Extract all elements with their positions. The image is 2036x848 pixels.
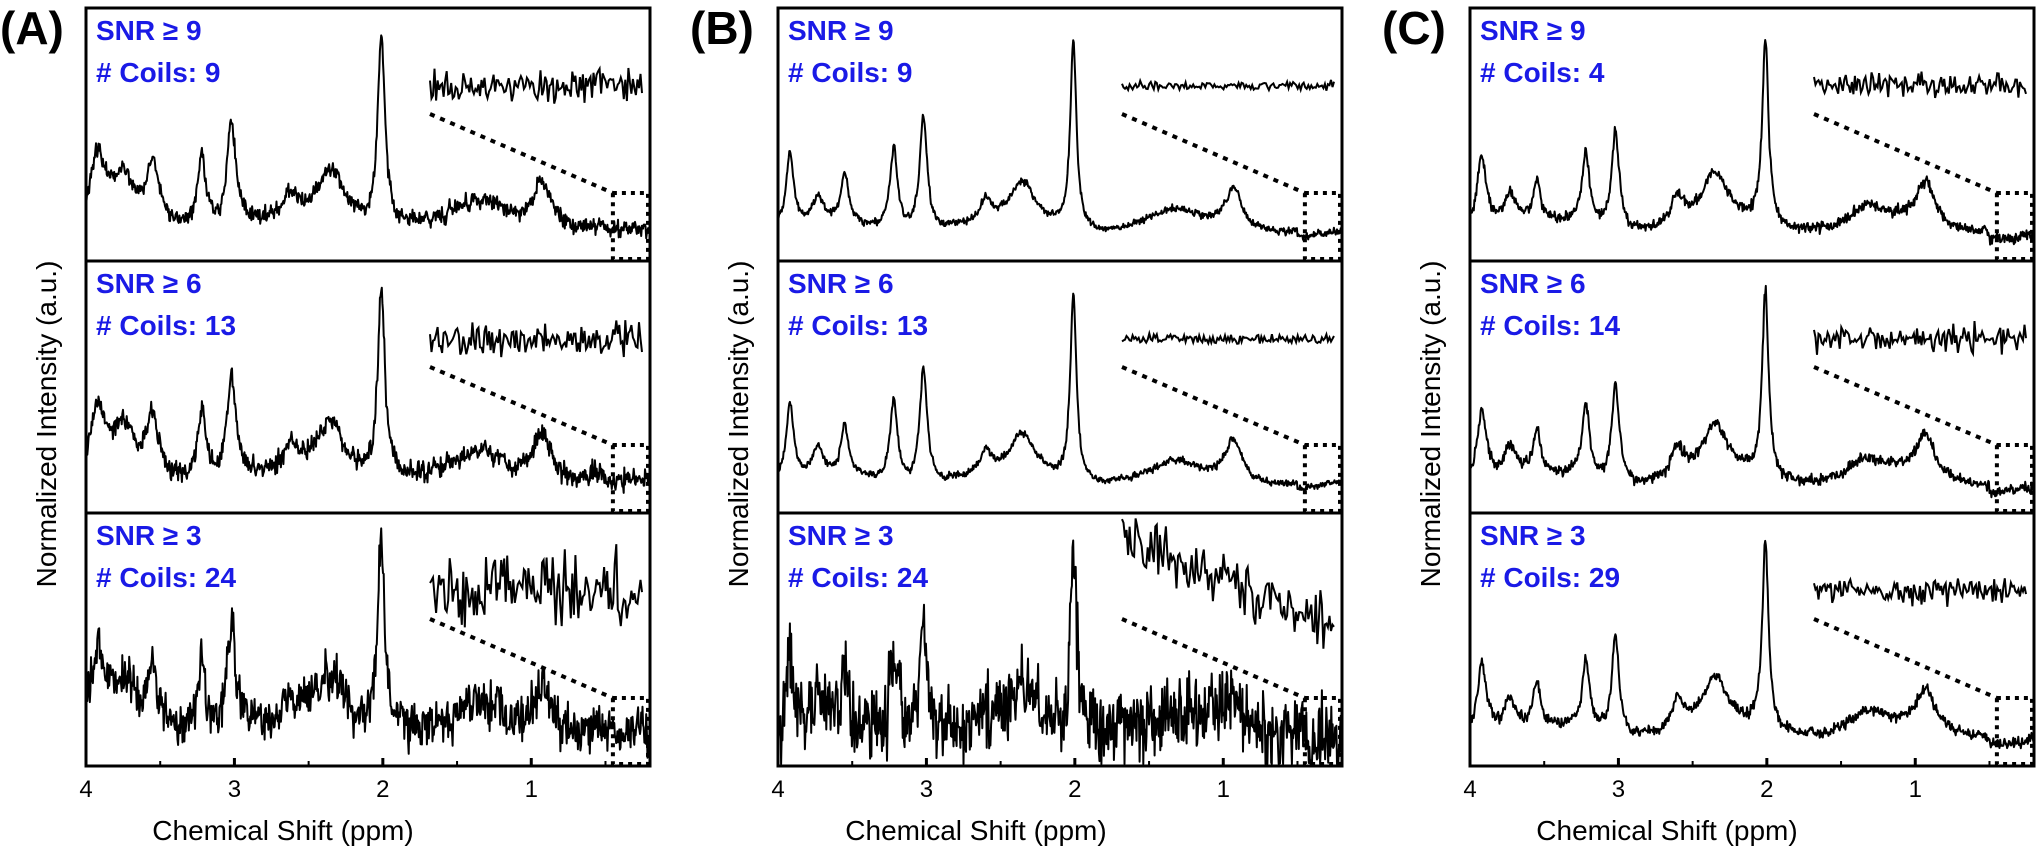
panel-a-label: (A) bbox=[0, 2, 64, 54]
snr-threshold-label: SNR ≥ 9 bbox=[788, 15, 894, 46]
x-tick-label: 1 bbox=[1909, 776, 1922, 803]
inset-zoom-trace bbox=[429, 544, 643, 628]
panel-b-series-1: SNR ≥ 9 # Coils: 9 bbox=[776, 6, 1344, 263]
panel-b-x-axis-label: Chemical Shift (ppm) bbox=[845, 815, 1106, 846]
inset-connector-line bbox=[1121, 365, 1306, 447]
panel-c: (C) Normalized Intensity (a.u.) Chemical… bbox=[1382, 2, 2036, 846]
spectrum-line bbox=[85, 527, 651, 759]
snr-threshold-label: SNR ≥ 6 bbox=[788, 268, 894, 299]
inset-connector-line bbox=[429, 112, 614, 195]
x-tick-label: 1 bbox=[1217, 776, 1230, 803]
x-tick-label: 4 bbox=[771, 776, 784, 803]
snr-threshold-label: SNR ≥ 3 bbox=[96, 520, 202, 551]
panel-c-series-1: SNR ≥ 9 # Coils: 4 bbox=[1468, 6, 2036, 263]
panel-a-series-1: SNR ≥ 9 # Coils: 9 bbox=[84, 6, 652, 263]
inset-connector-line bbox=[1813, 112, 1998, 195]
snr-threshold-label: SNR ≥ 3 bbox=[788, 520, 894, 551]
inset-connector-line bbox=[1813, 365, 1998, 447]
panel-a-series-2: SNR ≥ 6 # Coils: 13 bbox=[84, 259, 652, 515]
spectrum-line bbox=[1469, 39, 2035, 246]
coil-count-label: # Coils: 4 bbox=[1480, 57, 1605, 88]
inset-connector-line bbox=[1121, 617, 1306, 700]
x-tick-label: 3 bbox=[228, 776, 241, 803]
coil-count-label: # Coils: 29 bbox=[1480, 562, 1620, 593]
zoom-region-box bbox=[1994, 696, 2035, 766]
snr-threshold-label: SNR ≥ 6 bbox=[1480, 268, 1586, 299]
panel-c-series-2: SNR ≥ 6 # Coils: 14 bbox=[1468, 259, 2036, 515]
snr-threshold-label: SNR ≥ 3 bbox=[1480, 520, 1586, 551]
inset-zoom-trace bbox=[1813, 71, 2027, 99]
spectrum-line bbox=[777, 39, 1343, 241]
panel-c-y-axis-label: Normalized Intensity (a.u.) bbox=[1415, 261, 1446, 588]
x-tick-label: 4 bbox=[1463, 776, 1476, 803]
inset-connector-line bbox=[429, 617, 614, 700]
coil-count-label: # Coils: 24 bbox=[788, 562, 928, 593]
zoom-region-box bbox=[1994, 191, 2035, 261]
subplot-frame bbox=[84, 511, 652, 768]
x-tick-label: 2 bbox=[1760, 776, 1773, 803]
coil-count-label: # Coils: 24 bbox=[96, 562, 236, 593]
inset-zoom-trace bbox=[429, 320, 643, 358]
zoom-region-box bbox=[1302, 443, 1343, 513]
x-tick-label: 4 bbox=[79, 776, 92, 803]
subplot-frame bbox=[776, 511, 1344, 768]
panel-a-y-axis-label: Normalized Intensity (a.u.) bbox=[31, 261, 62, 588]
x-tick-label: 2 bbox=[1068, 776, 1081, 803]
inset-zoom-trace bbox=[1121, 77, 1335, 94]
snr-threshold-label: SNR ≥ 6 bbox=[96, 268, 202, 299]
coil-count-label: # Coils: 9 bbox=[96, 57, 220, 88]
inset-zoom-trace bbox=[1121, 329, 1335, 347]
spectrum-line bbox=[777, 292, 1343, 493]
snr-threshold-label: SNR ≥ 9 bbox=[96, 15, 202, 46]
panel-b-label: (B) bbox=[690, 2, 754, 54]
spectrum-line bbox=[85, 34, 651, 240]
zoom-region-box bbox=[1994, 443, 2035, 513]
snr-threshold-label: SNR ≥ 9 bbox=[1480, 15, 1586, 46]
panel-c-label: (C) bbox=[1382, 2, 1446, 54]
coil-count-label: # Coils: 14 bbox=[1480, 310, 1620, 341]
coil-count-label: # Coils: 9 bbox=[788, 57, 912, 88]
panel-b-y-axis-label: Normalized Intensity (a.u.) bbox=[723, 261, 754, 588]
spectrum-line bbox=[1469, 284, 2035, 499]
inset-zoom-trace bbox=[1121, 518, 1335, 649]
spectrum-line bbox=[85, 286, 651, 494]
panel-a-series-3: SNR ≥ 3 # Coils: 24 bbox=[84, 511, 652, 768]
subplot-frame bbox=[1468, 511, 2036, 768]
zoom-region-box bbox=[1302, 696, 1343, 766]
x-tick-label: 1 bbox=[525, 776, 538, 803]
x-tick-label: 2 bbox=[376, 776, 389, 803]
zoom-region-box bbox=[610, 443, 650, 513]
panel-c-series-3: SNR ≥ 3 # Coils: 29 bbox=[1468, 511, 2036, 768]
panel-a: (A) Normalized Intensity (a.u.) Chemical… bbox=[0, 2, 652, 846]
panel-b-series-2: SNR ≥ 6 # Coils: 13 bbox=[776, 259, 1344, 515]
panel-c-x-axis-label: Chemical Shift (ppm) bbox=[1536, 815, 1797, 846]
zoom-region-box bbox=[1302, 191, 1343, 261]
inset-connector-line bbox=[1121, 112, 1306, 195]
inset-connector-line bbox=[1813, 617, 1998, 700]
panel-b: (B) Normalized Intensity (a.u.) Chemical… bbox=[690, 2, 1344, 846]
inset-zoom-trace bbox=[429, 65, 643, 104]
inset-zoom-trace bbox=[1813, 321, 2027, 358]
coil-count-label: # Coils: 13 bbox=[788, 310, 928, 341]
zoom-region-box bbox=[610, 191, 650, 261]
x-tick-label: 3 bbox=[920, 776, 933, 803]
inset-zoom-trace bbox=[1813, 576, 2027, 607]
inset-connector-line bbox=[429, 365, 614, 447]
x-tick-label: 3 bbox=[1612, 776, 1625, 803]
panel-b-series-3: SNR ≥ 3 # Coils: 24 bbox=[776, 511, 1344, 768]
coil-count-label: # Coils: 13 bbox=[96, 310, 236, 341]
spectrum-line bbox=[777, 539, 1343, 765]
spectrum-line bbox=[1469, 539, 2035, 750]
zoom-region-box bbox=[610, 696, 650, 766]
panel-a-x-axis-label: Chemical Shift (ppm) bbox=[152, 815, 413, 846]
